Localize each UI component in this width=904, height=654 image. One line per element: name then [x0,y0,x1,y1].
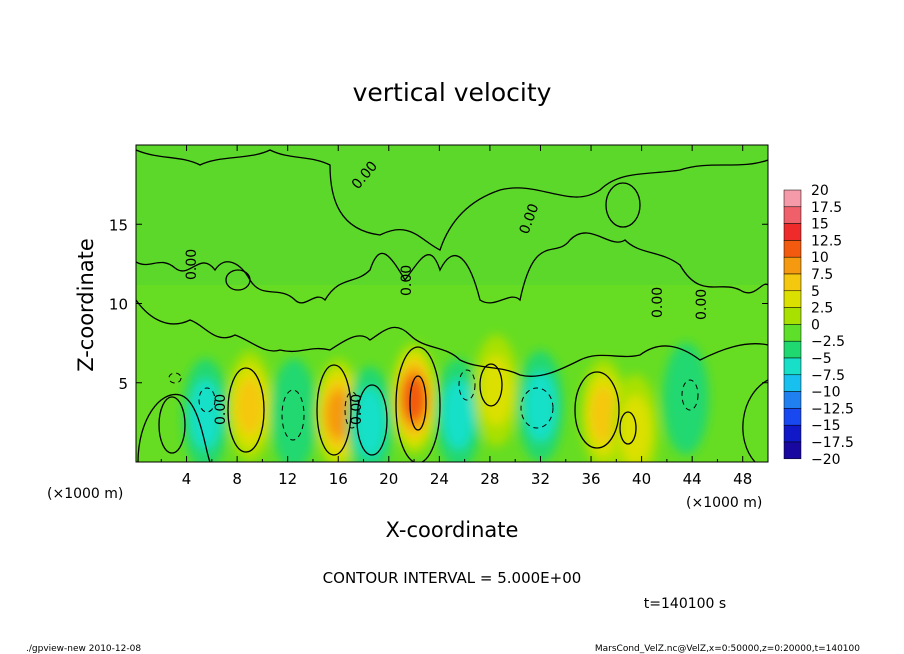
chart-title: vertical velocity [353,78,552,107]
x-tick-label: 48 [733,470,752,488]
colorbar-swatch [783,324,802,342]
x-tick-label: 32 [531,470,550,488]
velocity-cell-10 [590,386,618,443]
colorbar-swatch [783,340,802,359]
x-tick-label: 4 [182,470,192,488]
velocity-cell-2 [236,378,264,435]
velocity-cell-12 [662,342,709,455]
contour-interval: CONTOUR INTERVAL = 5.000E+00 [323,569,582,587]
colorbar-label: −5 [811,351,832,367]
colorbar-label: −2.5 [811,334,845,350]
colorbar-swatch [783,189,802,208]
x-tick-label: 20 [379,470,398,488]
upper-field [136,145,768,285]
colorbar-label: −7.5 [811,368,845,384]
colorbar-label: 15 [811,217,829,233]
contour-label: 0.00 [399,265,415,296]
colorbar-swatch [783,290,802,308]
y-tick-labels: 5 10 15 [109,216,128,393]
axis-ticks [136,145,768,462]
x-tick-label: 28 [480,470,499,488]
x-tick-label: 44 [683,470,702,488]
velocity-cell-3 [271,358,317,462]
contour-lines [136,149,768,462]
colorbar-label: 10 [811,250,829,266]
colorbar-swatch [783,256,802,275]
contour-label: 0.00 [650,287,666,318]
colorbar-swatch [783,307,802,325]
colorbar-label: −17.5 [811,435,854,451]
colorbar-swatch [783,374,802,392]
colorbar-label: −12.5 [811,401,854,417]
time-label: t=140100 s [644,596,726,612]
colorbar-label: 0 [811,317,820,333]
velocity-cell-6 [402,376,426,421]
contour-label: 0.00 [213,394,229,425]
contour-label: 0.00 [694,289,710,320]
colorbar-swatch [783,408,802,426]
colorbar-swatch [783,391,802,409]
y-tick-label: 15 [109,216,128,234]
x-tick-label: 24 [430,470,449,488]
footer-left: ./gpview-new 2010-12-08 [26,644,141,654]
colorbar-swatch [783,273,802,292]
colorbar-label: −20 [811,452,841,468]
colorbar-swatch [783,424,802,443]
velocity-cell-7 [442,379,475,450]
velocity-cell-5 [353,387,386,458]
footer-right: MarsCond_VelZ.nc@VelZ,x=0:50000,z=0:2000… [595,644,860,654]
colorbar-label: −15 [811,418,841,434]
y-axis-label: Z-coordinate [74,238,98,372]
dashed-contours [168,369,699,441]
colorbar-label: 20 [811,183,829,199]
colorbar-label: 17.5 [811,200,842,216]
colorbar-label: 2.5 [811,301,833,317]
x-unit-left: (×1000 m) [47,486,123,502]
velocity-cell-4 [325,389,351,439]
y-tick-label: 5 [118,375,128,393]
x-tick-label: 16 [329,470,348,488]
colorbar-label: 7.5 [811,267,833,283]
x-tick-label: 8 [232,470,242,488]
x-tick-label: 12 [278,470,297,488]
x-tick-label: 36 [581,470,600,488]
y-tick-label: 10 [109,296,128,314]
colorbar-label: −10 [811,385,841,401]
x-tick-labels: 4 8 12 16 20 24 28 32 36 40 44 48 [182,470,752,488]
colorbar: 2017.51512.5107.552.50−2.5−5−7.5−10−12.5… [783,183,854,468]
colorbar-label: 12.5 [811,233,842,249]
colorbar-swatch [783,357,802,376]
contour-label: 0.00 [184,249,200,280]
colorbar-swatch [783,441,802,460]
velocity-cell-9 [524,371,557,442]
x-tick-label: 40 [632,470,651,488]
contour-label: 0.00 [349,394,365,425]
plot-area: 0.00 0.00 0.00 0.00 0.00 0.00 0.00 0.00 [136,145,768,462]
colorbar-swatch [783,223,802,241]
colorbar-label: 5 [811,284,820,300]
x-unit-right: (×1000 m) [686,495,762,511]
velocity-cell-1 [189,379,222,450]
colorbar-swatch [783,206,802,224]
velocity-cell-8 [480,355,513,426]
colorbar-swatch [783,240,802,258]
x-axis-label: X-coordinate [386,518,519,542]
